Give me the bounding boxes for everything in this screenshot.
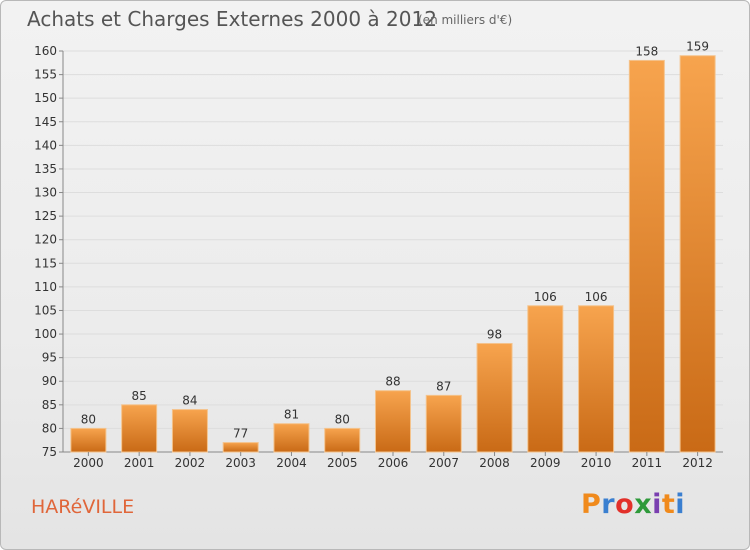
x-tick-label: 2002 xyxy=(175,456,206,470)
x-tick-label: 2012 xyxy=(682,456,713,470)
x-tick-label: 2011 xyxy=(632,456,663,470)
y-tick-label: 125 xyxy=(34,209,57,223)
y-tick-label: 105 xyxy=(34,303,57,317)
logo-letter: i xyxy=(652,489,662,520)
x-tick-label: 2010 xyxy=(581,456,612,470)
logo-letter: x xyxy=(634,489,653,520)
bar-2006 xyxy=(375,390,411,453)
y-tick-label: 75 xyxy=(42,445,57,459)
y-tick-label: 95 xyxy=(42,351,57,365)
value-label: 85 xyxy=(132,389,147,403)
bar-2008 xyxy=(476,342,513,453)
x-tick-label: 2005 xyxy=(327,456,358,470)
bar-2001 xyxy=(121,404,158,453)
y-tick-label: 145 xyxy=(34,115,57,129)
value-label: 158 xyxy=(635,44,658,58)
bar-2007 xyxy=(425,394,462,453)
value-label: 159 xyxy=(686,40,709,54)
value-label: 106 xyxy=(534,290,557,304)
y-tick-label: 150 xyxy=(34,91,57,105)
x-tick-label: 2007 xyxy=(428,456,459,470)
logo-letter: t xyxy=(661,489,676,520)
logo-letter: i xyxy=(675,489,686,520)
value-label: 84 xyxy=(182,394,197,408)
bar-2010 xyxy=(578,305,615,453)
bar-2004 xyxy=(273,423,310,453)
logo-letter: o xyxy=(615,489,635,520)
y-tick-label: 100 xyxy=(34,327,57,341)
chart-subtitle: (en milliers d'€) xyxy=(418,13,513,27)
value-label: 98 xyxy=(487,327,502,341)
y-tick-label: 90 xyxy=(42,374,57,388)
x-tick-label: 2000 xyxy=(73,456,104,470)
x-tick-label: 2008 xyxy=(479,456,510,470)
x-tick-label: 2001 xyxy=(124,456,155,470)
value-labels: 80 85 84 77 81 80 88 87 98 106 106 158 159 xyxy=(81,40,709,441)
bars xyxy=(70,55,716,453)
commune-name: HARéVILLE xyxy=(31,496,135,518)
y-tick-label: 120 xyxy=(34,233,57,247)
x-tick-label: 2006 xyxy=(378,456,409,470)
bar-2011 xyxy=(628,59,665,453)
y-tick-label: 85 xyxy=(42,398,57,412)
x-tick-label: 2004 xyxy=(276,456,307,470)
x-axis-ticks: 2000 2001 2002 2003 2004 2005 2006 2007 2008 2009… xyxy=(73,452,713,470)
y-tick-label: 155 xyxy=(34,68,57,82)
bar-2003 xyxy=(222,442,259,453)
bar-2009 xyxy=(527,305,564,453)
y-tick-label: 135 xyxy=(34,162,57,176)
y-tick-label: 80 xyxy=(42,421,57,435)
chart-title: Achats et Charges Externes 2000 à 2012 xyxy=(27,7,437,31)
x-tick-label: 2009 xyxy=(530,456,561,470)
y-tick-label: 140 xyxy=(34,138,57,152)
value-label: 80 xyxy=(81,412,96,426)
value-label: 80 xyxy=(335,412,350,426)
y-tick-label: 110 xyxy=(34,280,57,294)
logo-letter: P xyxy=(581,489,602,520)
bar-2012 xyxy=(679,55,716,453)
bar-2000 xyxy=(70,427,107,453)
y-tick-label: 160 xyxy=(34,44,57,58)
bar-2002 xyxy=(171,409,208,453)
logo-letter: r xyxy=(601,489,616,520)
value-label: 87 xyxy=(436,379,451,393)
value-label: 88 xyxy=(385,375,400,389)
value-label: 106 xyxy=(585,290,608,304)
proxiti-logo: Proxiti xyxy=(581,489,685,520)
value-label: 77 xyxy=(233,427,248,441)
value-label: 81 xyxy=(284,408,299,422)
y-tick-label: 115 xyxy=(34,256,57,270)
x-tick-label: 2003 xyxy=(225,456,256,470)
y-tick-label: 130 xyxy=(34,186,57,200)
bar-2005 xyxy=(324,427,361,453)
